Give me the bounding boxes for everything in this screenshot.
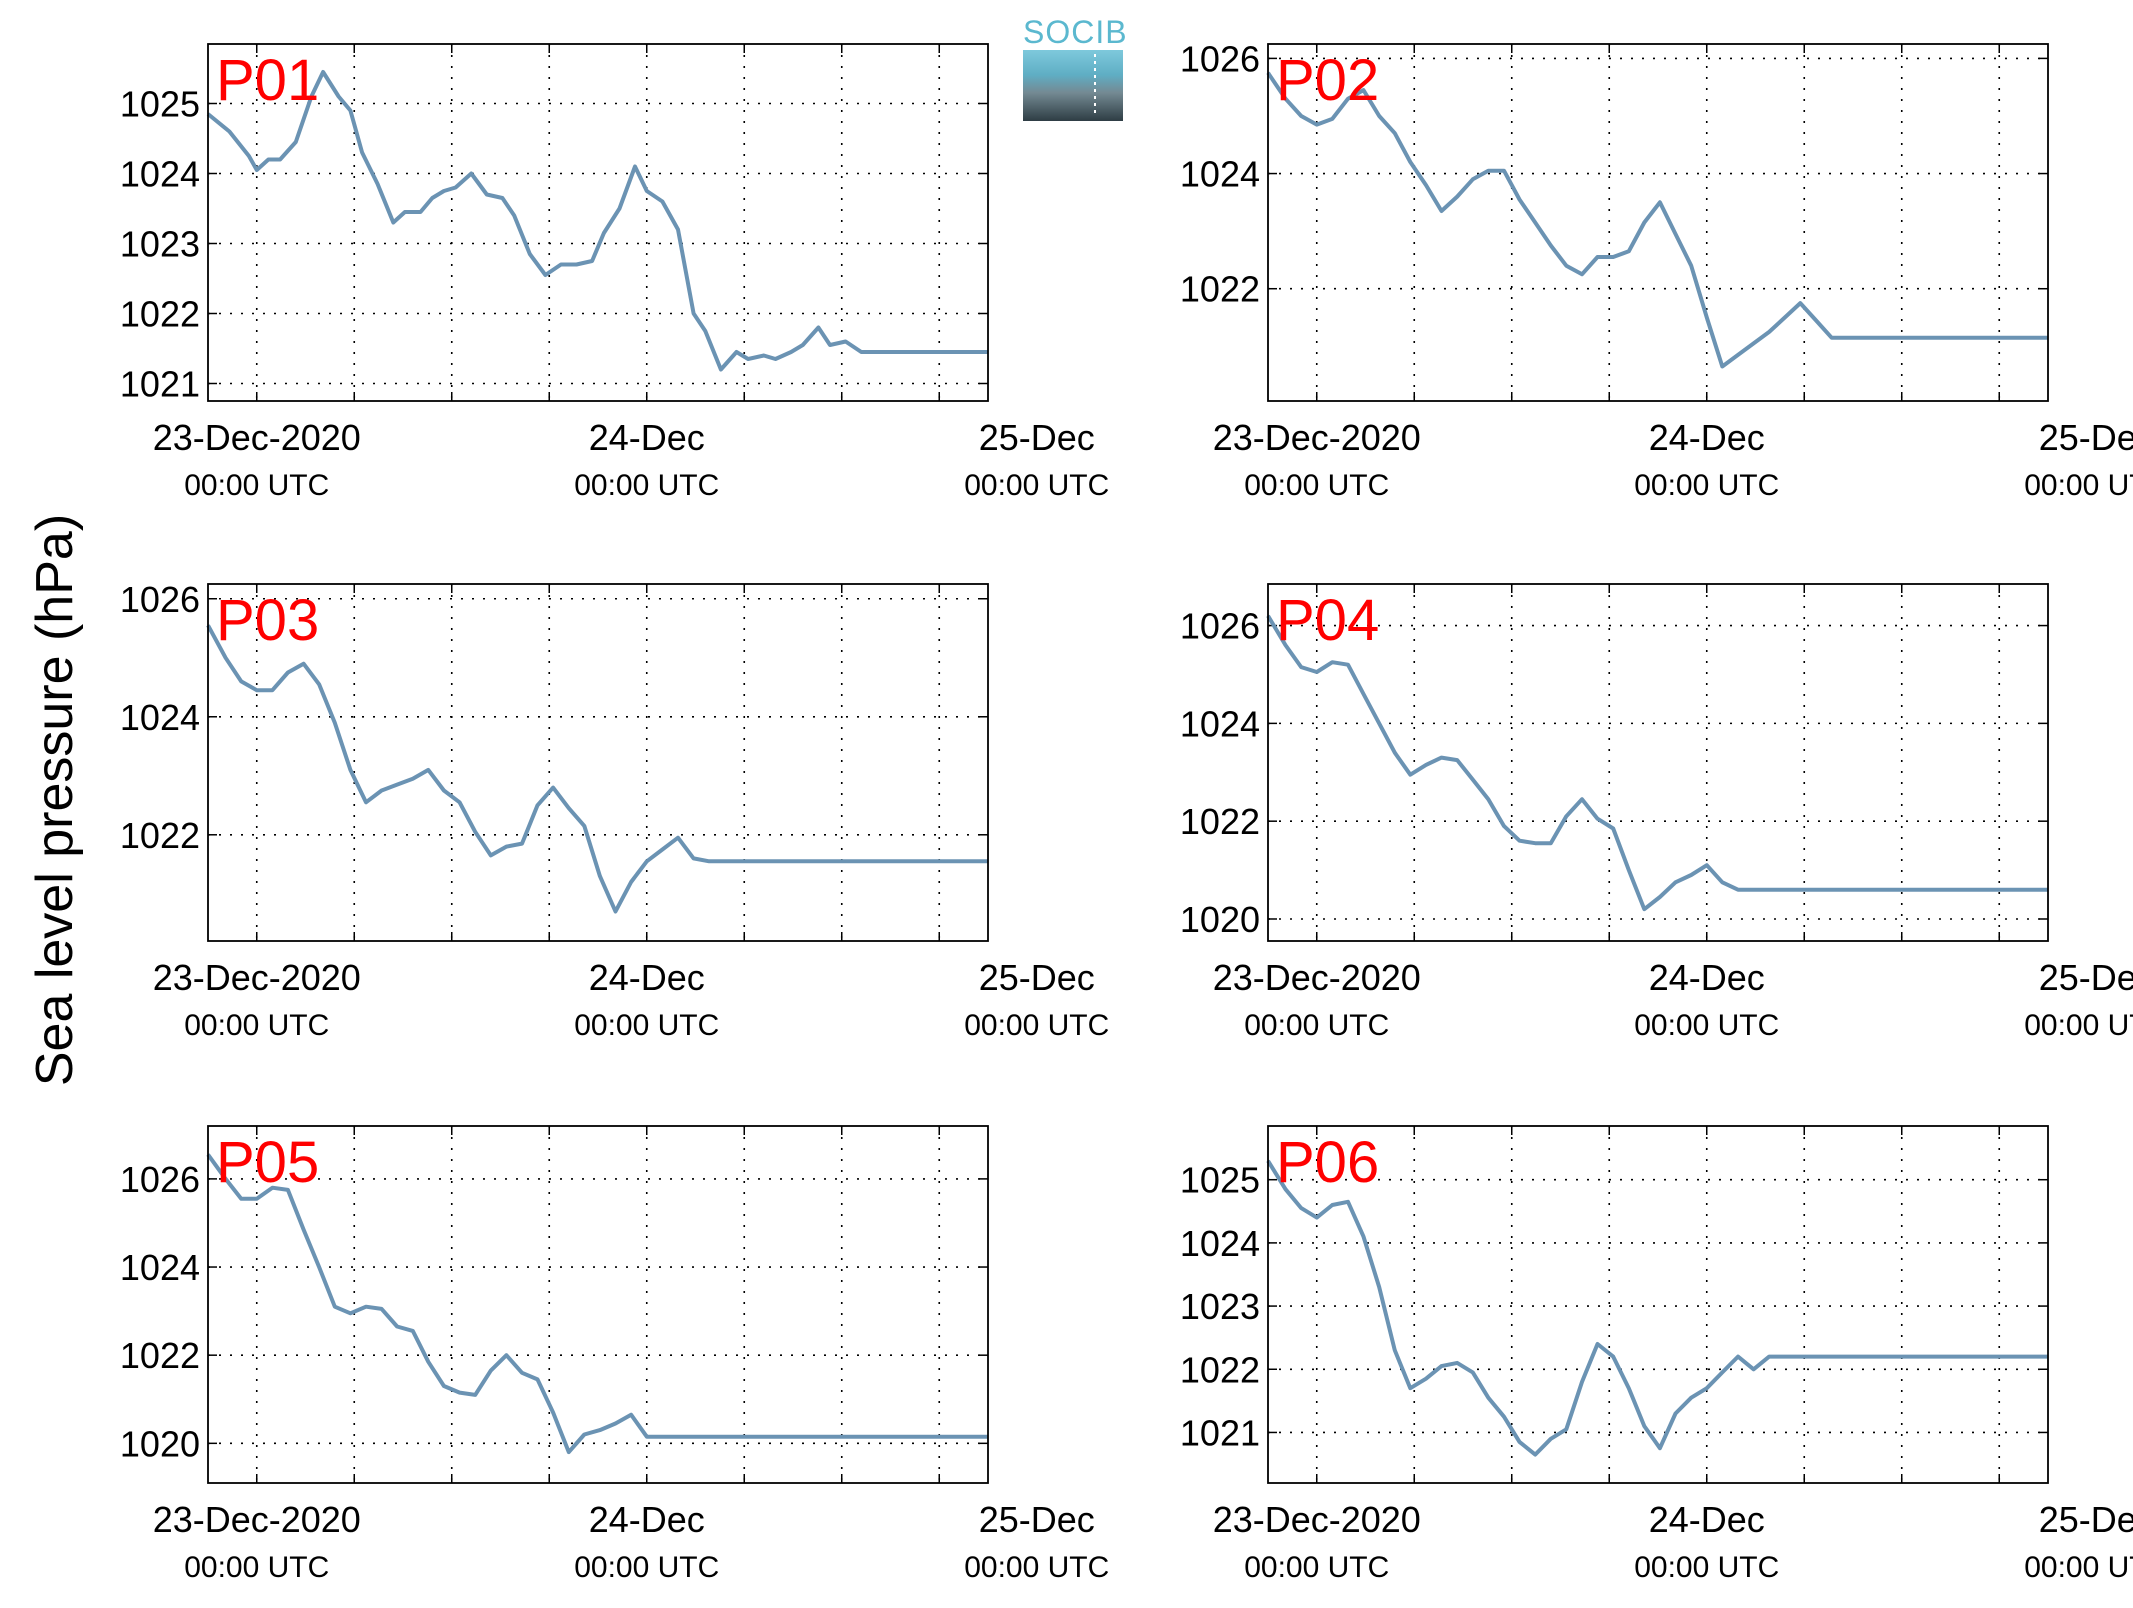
panel-label: P05 — [216, 1130, 319, 1195]
y-tick-label: 1026 — [120, 1159, 200, 1200]
panel-label: P03 — [216, 588, 319, 653]
y-tick-label: 1021 — [1180, 1412, 1260, 1453]
x-tick-label: 25-Dec — [979, 957, 1095, 998]
x-tick-sublabel: 00:00 UTC — [964, 1551, 1109, 1584]
panel-label: P06 — [1276, 1130, 1379, 1195]
panel-p01: 1021 1022 1023 1024 1025 23-Dec-2020 00:00 UTC… — [120, 43, 1109, 502]
x-tick-sublabel: 00:00 UTC — [184, 469, 329, 502]
x-tick-sublabel: 00:00 UTC — [2024, 469, 2133, 502]
plot-frame — [207, 1125, 989, 1484]
x-tick-label: 25-Dec — [2039, 957, 2133, 998]
y-tick-label: 1024 — [1180, 703, 1260, 744]
x-tick-sublabel: 00:00 UTC — [964, 469, 1109, 502]
y-tick-label: 1024 — [1180, 1223, 1260, 1264]
y-tick-label: 1025 — [1180, 1160, 1260, 1201]
plot-frame — [1267, 43, 2049, 402]
panel-p05: 1020 1022 1024 1026 23-Dec-2020 00:00 UTC 24-D… — [120, 1125, 1109, 1584]
series-line-p04 — [1266, 614, 2048, 912]
y-tick-label: 1022 — [120, 294, 200, 335]
x-tick-sublabel: 00:00 UTC — [1244, 469, 1389, 502]
panel-p02: 1022 1024 1026 23-Dec-2020 00:00 UTC 24-Dec 00… — [1180, 38, 2133, 502]
y-tick-label: 1026 — [120, 579, 200, 620]
plot-frame — [1267, 583, 2049, 942]
x-tick-sublabel: 00:00 UTC — [964, 1009, 1109, 1042]
x-tick-label: 24-Dec — [1649, 1499, 1765, 1540]
series-line-p06 — [1266, 1159, 2048, 1457]
y-tick-label: 1026 — [1180, 606, 1260, 647]
y-tick-label: 1025 — [120, 84, 200, 125]
y-tick-label: 1022 — [120, 815, 200, 856]
x-tick-sublabel: 00:00 UTC — [1634, 1551, 1779, 1584]
y-tick-label: 1026 — [1180, 38, 1260, 79]
socib-logo-text: SOCIB — [1023, 14, 1128, 50]
panel-p04: 1020 1022 1024 1026 23-Dec-2020 00:00 UTC 24-D… — [1180, 583, 2133, 1042]
x-tick-sublabel: 00:00 UTC — [1634, 469, 1779, 502]
y-tick-label: 1022 — [1180, 269, 1260, 310]
x-tick-sublabel: 00:00 UTC — [1244, 1551, 1389, 1584]
plot-frame — [1267, 1125, 2049, 1484]
y-axis-label: Sea level pressure (hPa) — [26, 513, 84, 1087]
x-tick-label: 23-Dec-2020 — [153, 417, 361, 458]
plot-frame — [207, 583, 989, 942]
series-line-p02 — [1266, 71, 2048, 369]
y-tick-label: 1024 — [120, 697, 200, 738]
x-tick-sublabel: 00:00 UTC — [184, 1551, 329, 1584]
x-tick-label: 25-Dec — [2039, 1499, 2133, 1540]
y-tick-label: 1024 — [120, 154, 200, 195]
y-tick-label: 1023 — [120, 224, 200, 265]
x-tick-sublabel: 00:00 UTC — [574, 1551, 719, 1584]
x-tick-sublabel: 00:00 UTC — [1244, 1009, 1389, 1042]
x-tick-label: 25-Dec — [979, 1499, 1095, 1540]
socib-logo-icon — [1023, 50, 1123, 121]
x-tick-label: 24-Dec — [589, 417, 705, 458]
series-line-p03 — [206, 624, 988, 914]
y-tick-label: 1021 — [120, 364, 200, 405]
panel-label: P04 — [1276, 588, 1379, 653]
x-tick-label: 23-Dec-2020 — [1213, 957, 1421, 998]
y-tick-label: 1024 — [120, 1247, 200, 1288]
x-tick-label: 24-Dec — [1649, 417, 1765, 458]
panel-p06: 1021 1022 1023 1024 1025 23-Dec-2020 00:00 UTC… — [1180, 1125, 2133, 1584]
y-tick-label: 1023 — [1180, 1286, 1260, 1327]
panel-p03: 1022 1024 1026 23-Dec-2020 00:00 UTC 24-Dec 00… — [120, 579, 1109, 1042]
x-tick-sublabel: 00:00 UTC — [574, 1009, 719, 1042]
y-tick-label: 1024 — [1180, 154, 1260, 195]
x-tick-label: 23-Dec-2020 — [1213, 417, 1421, 458]
plot-frame — [207, 43, 989, 402]
x-tick-label: 24-Dec — [589, 957, 705, 998]
series-line-p01 — [206, 70, 988, 372]
x-tick-label: 25-Dec — [2039, 417, 2133, 458]
socib-logo: SOCIB — [1023, 14, 1128, 121]
x-tick-sublabel: 00:00 UTC — [2024, 1551, 2133, 1584]
y-tick-label: 1022 — [120, 1335, 200, 1376]
panel-label: P02 — [1276, 48, 1379, 113]
x-tick-sublabel: 00:00 UTC — [184, 1009, 329, 1042]
y-tick-label: 1020 — [120, 1423, 200, 1464]
x-tick-sublabel: 00:00 UTC — [1634, 1009, 1779, 1042]
series-line-p05 — [206, 1153, 988, 1455]
x-tick-label: 23-Dec-2020 — [1213, 1499, 1421, 1540]
x-tick-label: 24-Dec — [1649, 957, 1765, 998]
panel-label: P01 — [216, 48, 319, 113]
x-tick-sublabel: 00:00 UTC — [574, 469, 719, 502]
x-tick-label: 25-Dec — [979, 417, 1095, 458]
y-tick-label: 1020 — [1180, 899, 1260, 940]
x-tick-label: 24-Dec — [589, 1499, 705, 1540]
y-tick-label: 1022 — [1180, 1349, 1260, 1390]
y-tick-label: 1022 — [1180, 801, 1260, 842]
x-tick-label: 23-Dec-2020 — [153, 1499, 361, 1540]
x-tick-label: 23-Dec-2020 — [153, 957, 361, 998]
x-tick-sublabel: 00:00 UTC — [2024, 1009, 2133, 1042]
